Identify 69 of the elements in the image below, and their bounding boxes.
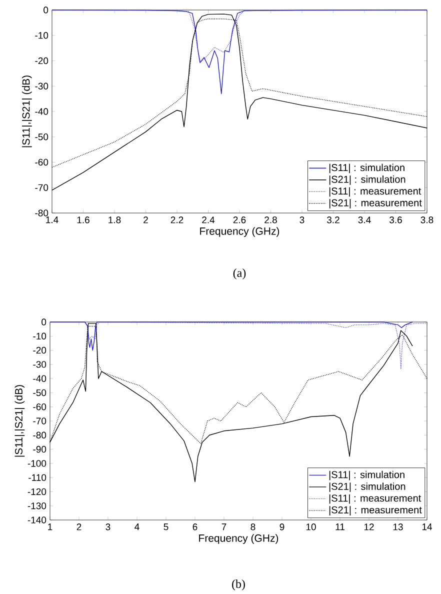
y-tick-label: -30 xyxy=(35,82,48,90)
text: (a) xyxy=(233,268,246,280)
y-tick-label: -50 xyxy=(35,134,48,140)
x-tick-label: 3 xyxy=(106,524,110,530)
legend-label: |S11| : measurement xyxy=(329,494,422,504)
x-tick-label: 2.4 xyxy=(202,216,215,224)
y-axis-title: |S11|,|S21| (dB) xyxy=(22,76,32,148)
legend-label: |S21| : measurement xyxy=(329,199,422,208)
x-tick-label: 14 xyxy=(422,524,432,530)
y-tick-label: -20 xyxy=(35,57,48,64)
y-tick-label: -10 xyxy=(33,332,46,340)
x-tick-label: 2.2 xyxy=(170,216,184,224)
line-series xyxy=(52,10,428,94)
line-series xyxy=(52,10,428,63)
y-tick-label: -140 xyxy=(28,516,46,524)
x-tick-label: 13 xyxy=(393,524,403,530)
x-tick-label: 2 xyxy=(76,524,82,530)
x-tick-label: 5 xyxy=(164,524,168,530)
x-tick-label: 2.8 xyxy=(264,216,277,224)
legend-label: |S11| : simulation xyxy=(329,470,404,480)
x-tick-label: 3.6 xyxy=(390,216,402,224)
y-tick-label: -40 xyxy=(35,108,48,115)
y-tick-label: -60 xyxy=(33,403,46,410)
line-series xyxy=(50,322,428,370)
y-tick-label: -90 xyxy=(33,446,46,453)
x-tick-label: 6 xyxy=(192,524,198,530)
line-series xyxy=(50,322,413,351)
x-tick-label: 1.4 xyxy=(46,216,58,224)
y-tick-label: -20 xyxy=(33,346,46,354)
x-tick-label: 1.8 xyxy=(108,216,121,224)
x-tick-label: 2 xyxy=(144,216,148,224)
legend-label: |S21| : simulation xyxy=(329,482,406,492)
x-tick-label: 3 xyxy=(300,216,304,224)
y-tick-label: -110 xyxy=(28,474,46,481)
y-tick-label: 0 xyxy=(42,318,46,326)
y-tick-label: -120 xyxy=(28,488,46,496)
x-tick-label: 3.2 xyxy=(327,216,340,224)
y-tick-label: 0 xyxy=(44,6,48,14)
x-tick-label: 3.4 xyxy=(358,216,371,224)
x-tick-label: 4 xyxy=(134,524,140,530)
legend-label: |S21| : simulation xyxy=(329,176,406,185)
x-tick-label: 9 xyxy=(280,524,284,530)
y-tick-label: -40 xyxy=(33,375,46,382)
x-tick-label: 10 xyxy=(306,524,316,530)
y-axis-title: |S11|,|S21| (dB) xyxy=(14,385,25,457)
x-tick-label: 11 xyxy=(336,524,344,530)
y-tick-label: -30 xyxy=(33,361,46,368)
x-tick-label: 7 xyxy=(222,524,226,530)
legend-label: |S11| : simulation xyxy=(329,164,404,174)
y-tick-label: -60 xyxy=(35,158,48,166)
legend-label: |S11| : measurement xyxy=(329,187,422,197)
y-tick-label: -130 xyxy=(28,502,46,510)
x-tick-label: 8 xyxy=(250,524,256,530)
x-tick-label: 3.8 xyxy=(420,216,434,224)
x-tick-label: 2.6 xyxy=(233,216,246,224)
y-tick-label: -80 xyxy=(35,210,48,216)
y-tick-label: -70 xyxy=(35,184,48,191)
y-tick-label: -80 xyxy=(33,432,46,439)
x-axis-title: Frequency (GHz) xyxy=(199,534,278,544)
x-tick-label: 1.6 xyxy=(77,216,90,224)
text: (b) xyxy=(232,580,245,590)
x-axis-title: Frequency (GHz) xyxy=(200,227,280,237)
y-tick-label: -70 xyxy=(33,418,46,424)
y-tick-label: -50 xyxy=(33,389,46,396)
x-tick-label: 12 xyxy=(364,524,374,530)
y-tick-label: -100 xyxy=(28,460,46,467)
x-tick-label: 1 xyxy=(48,524,52,530)
legend-label: |S21| : measurement xyxy=(329,506,422,516)
y-tick-label: -10 xyxy=(35,32,48,39)
